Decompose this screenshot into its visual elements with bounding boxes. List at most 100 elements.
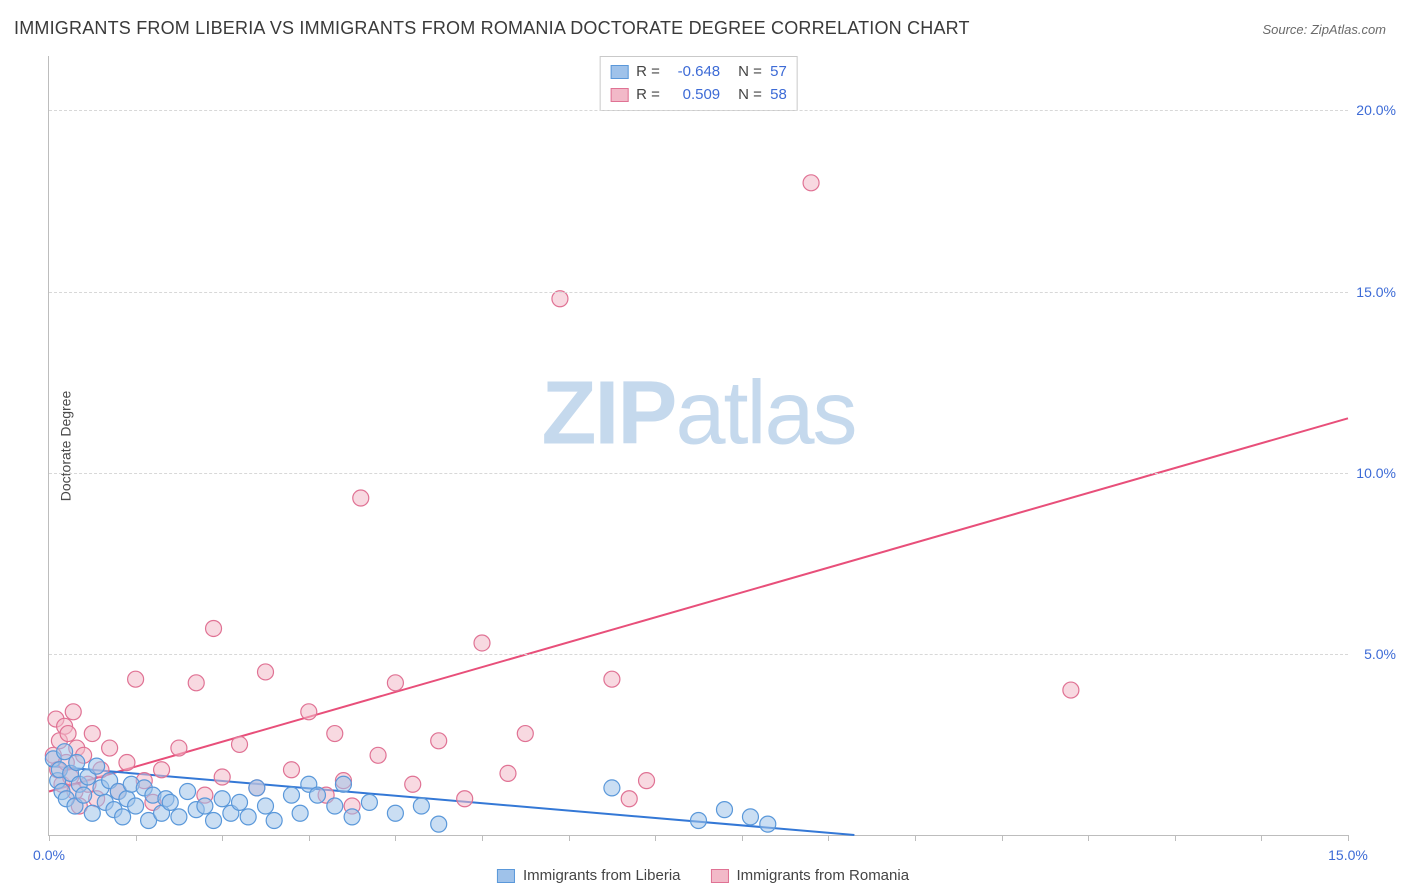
xtick xyxy=(1348,835,1349,841)
data-point xyxy=(154,762,170,778)
xtick xyxy=(136,835,137,841)
xtick xyxy=(569,835,570,841)
n-value-liberia: 57 xyxy=(770,61,787,84)
data-point xyxy=(249,780,265,796)
data-point xyxy=(232,736,248,752)
swatch-romania xyxy=(610,88,628,102)
data-point xyxy=(344,809,360,825)
data-point xyxy=(552,291,568,307)
data-point xyxy=(206,620,222,636)
ytick-label: 10.0% xyxy=(1356,465,1396,481)
plot-area: ZIPatlas R = -0.648 N = 57 R = 0.509 N =… xyxy=(48,56,1348,836)
source-attribution: Source: ZipAtlas.com xyxy=(1262,22,1386,37)
n-label: N = xyxy=(738,84,762,107)
data-point xyxy=(60,726,76,742)
ytick-label: 5.0% xyxy=(1364,646,1396,662)
data-point xyxy=(180,784,196,800)
data-point xyxy=(474,635,490,651)
xtick xyxy=(49,835,50,841)
gridline xyxy=(49,473,1348,474)
chart-container: IMMIGRANTS FROM LIBERIA VS IMMIGRANTS FR… xyxy=(0,0,1406,892)
data-point xyxy=(292,805,308,821)
data-point xyxy=(214,769,230,785)
xtick xyxy=(395,835,396,841)
data-point xyxy=(119,755,135,771)
data-point xyxy=(89,758,105,774)
legend-item-liberia: Immigrants from Liberia xyxy=(497,867,681,884)
data-point xyxy=(258,798,274,814)
n-value-romania: 58 xyxy=(770,84,787,107)
data-point xyxy=(370,747,386,763)
gridline xyxy=(49,654,1348,655)
data-point xyxy=(335,776,351,792)
data-point xyxy=(76,787,92,803)
data-point xyxy=(214,791,230,807)
data-point xyxy=(65,704,81,720)
data-point xyxy=(283,787,299,803)
data-point xyxy=(206,813,222,829)
swatch-liberia-icon xyxy=(497,869,515,883)
legend-row-romania: R = 0.509 N = 58 xyxy=(610,84,787,107)
legend-label-liberia: Immigrants from Liberia xyxy=(523,867,681,884)
data-point xyxy=(171,740,187,756)
chart-title: IMMIGRANTS FROM LIBERIA VS IMMIGRANTS FR… xyxy=(14,18,970,39)
legend-label-romania: Immigrants from Romania xyxy=(737,867,910,884)
data-point xyxy=(621,791,637,807)
chart-svg xyxy=(49,56,1348,835)
xtick xyxy=(742,835,743,841)
data-point xyxy=(327,726,343,742)
data-point xyxy=(128,671,144,687)
data-point xyxy=(405,776,421,792)
data-point xyxy=(327,798,343,814)
data-point xyxy=(742,809,758,825)
data-point xyxy=(69,755,85,771)
data-point xyxy=(604,671,620,687)
data-point xyxy=(115,809,131,825)
r-label: R = xyxy=(636,61,660,84)
xtick xyxy=(1002,835,1003,841)
data-point xyxy=(232,794,248,810)
data-point xyxy=(266,813,282,829)
r-value-romania: 0.509 xyxy=(668,84,720,107)
r-label: R = xyxy=(636,84,660,107)
data-point xyxy=(84,805,100,821)
data-point xyxy=(431,816,447,832)
xtick xyxy=(1261,835,1262,841)
data-point xyxy=(361,794,377,810)
swatch-romania-icon xyxy=(711,869,729,883)
data-point xyxy=(301,704,317,720)
data-point xyxy=(309,787,325,803)
xtick xyxy=(309,835,310,841)
data-point xyxy=(84,726,100,742)
gridline xyxy=(49,110,1348,111)
data-point xyxy=(431,733,447,749)
data-point xyxy=(1063,682,1079,698)
data-point xyxy=(803,175,819,191)
xtick xyxy=(915,835,916,841)
xtick xyxy=(1088,835,1089,841)
xtick xyxy=(1175,835,1176,841)
data-point xyxy=(639,773,655,789)
data-point xyxy=(283,762,299,778)
xtick xyxy=(222,835,223,841)
data-point xyxy=(240,809,256,825)
data-point xyxy=(500,765,516,781)
data-point xyxy=(760,816,776,832)
ytick-label: 15.0% xyxy=(1356,284,1396,300)
data-point xyxy=(162,794,178,810)
correlation-legend: R = -0.648 N = 57 R = 0.509 N = 58 xyxy=(599,56,798,111)
data-point xyxy=(197,798,213,814)
gridline xyxy=(49,292,1348,293)
xtick-label: 0.0% xyxy=(33,847,65,863)
trend-line xyxy=(49,418,1348,791)
data-point xyxy=(691,813,707,829)
data-point xyxy=(517,726,533,742)
data-point xyxy=(387,675,403,691)
data-point xyxy=(353,490,369,506)
swatch-liberia xyxy=(610,65,628,79)
ytick-label: 20.0% xyxy=(1356,102,1396,118)
data-point xyxy=(171,809,187,825)
legend-row-liberia: R = -0.648 N = 57 xyxy=(610,61,787,84)
data-point xyxy=(258,664,274,680)
legend-item-romania: Immigrants from Romania xyxy=(711,867,910,884)
